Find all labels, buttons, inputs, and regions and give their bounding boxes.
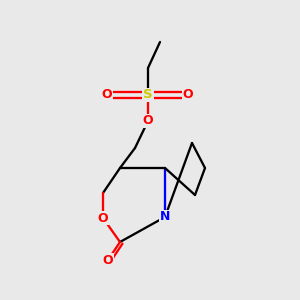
Text: O: O: [143, 115, 153, 128]
Text: O: O: [102, 88, 112, 101]
Text: N: N: [160, 211, 170, 224]
Text: O: O: [98, 212, 108, 224]
Text: O: O: [183, 88, 193, 101]
Text: S: S: [143, 88, 153, 101]
Text: O: O: [103, 254, 113, 266]
